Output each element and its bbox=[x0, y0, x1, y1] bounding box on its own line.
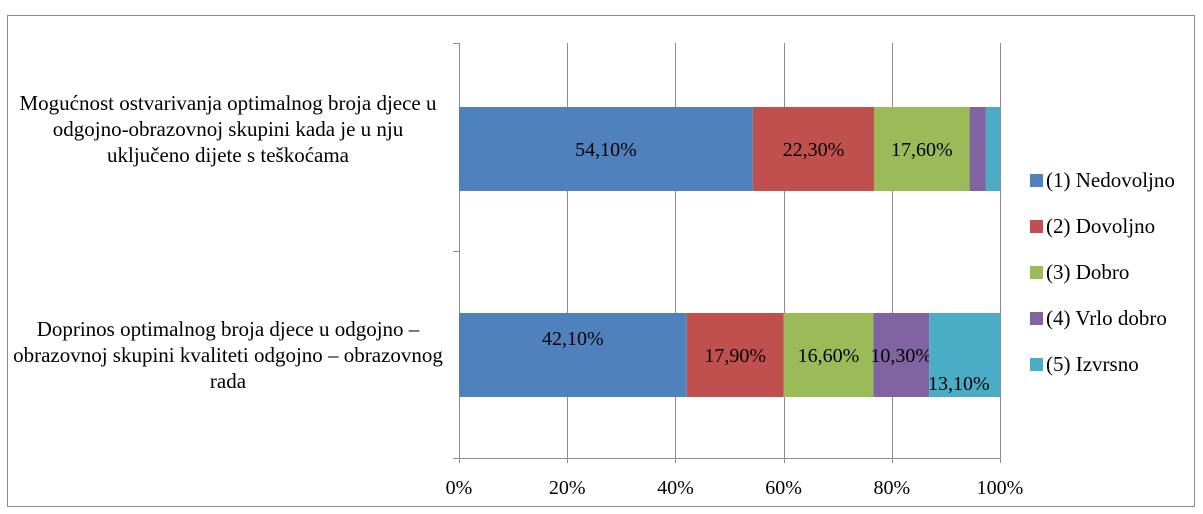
chart-frame bbox=[7, 15, 1195, 507]
legend-swatch-izvrsno bbox=[1030, 358, 1043, 371]
bar-1-series-4 bbox=[969, 107, 986, 191]
bar-1-series-3 bbox=[873, 107, 970, 191]
x-tick-label: 40% bbox=[657, 477, 694, 499]
legend-swatch-dovoljno bbox=[1030, 220, 1043, 233]
x-tick-label: 20% bbox=[549, 477, 586, 499]
bar-1-series-5 bbox=[985, 107, 1000, 191]
x-tick-label: 60% bbox=[765, 477, 802, 499]
x-tick-label: 0% bbox=[446, 477, 473, 499]
bar-1-series-1 bbox=[459, 107, 753, 191]
data-label-2-series-3: 16,60% bbox=[798, 345, 860, 367]
legend-swatch-vrlo-dobro bbox=[1030, 312, 1043, 325]
data-label-1-series-3: 17,60% bbox=[891, 139, 953, 161]
category-label-2: Doprinos optimalnog broja djece u odgojn… bbox=[13, 317, 443, 393]
legend-label-izvrsno: (5) Izvrsno bbox=[1046, 352, 1139, 376]
bar-2-series-5 bbox=[929, 313, 1000, 397]
data-label-2-series-4: 10,30% bbox=[870, 345, 932, 367]
data-label-1-series-1: 54,10% bbox=[575, 139, 637, 161]
bar-2-series-1 bbox=[459, 313, 687, 397]
data-label-1-series-2: 22,30% bbox=[783, 139, 845, 161]
legend-swatch-nedovoljno bbox=[1030, 174, 1043, 187]
bar-1-series-2 bbox=[752, 107, 874, 191]
bar-2-series-4 bbox=[873, 313, 930, 397]
data-label-2-series-1: 42,10% bbox=[542, 328, 604, 350]
legend-label-nedovoljno: (1) Nedovoljno bbox=[1046, 168, 1175, 192]
legend-label-dovoljno: (2) Dovoljno bbox=[1046, 214, 1156, 238]
bar-2-series-2 bbox=[686, 313, 784, 397]
legend-swatch-dobro bbox=[1030, 266, 1043, 279]
bar-2-series-3 bbox=[783, 313, 874, 397]
x-tick-label: 100% bbox=[977, 477, 1024, 499]
x-tick-label: 80% bbox=[873, 477, 910, 499]
data-label-2-series-2: 17,90% bbox=[704, 345, 766, 367]
data-label-2-series-5: 13,10% bbox=[928, 373, 990, 395]
legend-label-vrlo-dobro: (4) Vrlo dobro bbox=[1046, 306, 1167, 330]
legend-label-dobro: (3) Dobro bbox=[1046, 260, 1130, 284]
category-label-1: Mogućnost ostvarivanja optimalnog broja … bbox=[19, 91, 437, 167]
